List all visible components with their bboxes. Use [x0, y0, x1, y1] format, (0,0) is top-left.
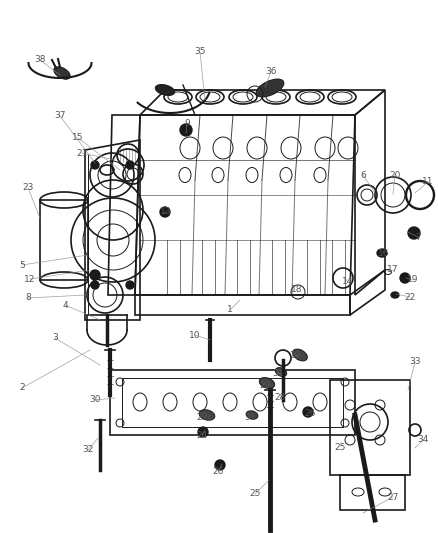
Text: 20: 20: [389, 171, 401, 180]
Text: 21: 21: [76, 149, 88, 157]
Text: 38: 38: [34, 55, 46, 64]
Text: 22: 22: [404, 293, 416, 302]
Text: 10: 10: [189, 330, 201, 340]
Ellipse shape: [391, 292, 399, 298]
Text: 30: 30: [89, 395, 101, 405]
Text: 25: 25: [334, 443, 346, 453]
Circle shape: [126, 161, 134, 169]
Circle shape: [400, 273, 410, 283]
Text: 26: 26: [212, 467, 224, 477]
Circle shape: [160, 207, 170, 217]
Text: 29c: 29c: [197, 414, 213, 423]
Text: 11: 11: [422, 177, 434, 187]
Circle shape: [90, 270, 100, 280]
Text: 31: 31: [244, 414, 256, 423]
Circle shape: [303, 407, 313, 417]
Text: 12: 12: [25, 274, 35, 284]
Text: 2: 2: [19, 384, 25, 392]
Ellipse shape: [259, 377, 275, 389]
Text: 1: 1: [227, 305, 233, 314]
Circle shape: [91, 161, 99, 169]
Text: 3: 3: [52, 334, 58, 343]
Text: 35: 35: [194, 47, 206, 56]
Text: 17: 17: [387, 265, 399, 274]
Text: 19: 19: [407, 276, 419, 285]
Circle shape: [91, 281, 99, 289]
Bar: [40, 200, 88, 280]
Text: 8: 8: [25, 294, 31, 303]
Text: 32: 32: [82, 446, 94, 455]
Text: 14: 14: [343, 278, 354, 287]
Text: 28: 28: [274, 393, 286, 402]
Circle shape: [180, 124, 192, 136]
Text: 34: 34: [417, 435, 429, 445]
Text: 31: 31: [272, 368, 284, 377]
Text: 6: 6: [360, 171, 366, 180]
Text: 25: 25: [249, 489, 261, 498]
Text: 9: 9: [184, 118, 190, 127]
Text: 29: 29: [290, 351, 301, 359]
Ellipse shape: [54, 67, 70, 79]
Text: 24: 24: [196, 431, 208, 440]
Ellipse shape: [377, 249, 387, 257]
Text: 26: 26: [304, 408, 316, 417]
Text: 15: 15: [72, 133, 84, 142]
Text: 18: 18: [291, 286, 303, 295]
Text: 5: 5: [19, 261, 25, 270]
Text: 27: 27: [387, 492, 399, 502]
Text: 33: 33: [409, 358, 421, 367]
Circle shape: [198, 427, 208, 437]
Ellipse shape: [246, 411, 258, 419]
Circle shape: [126, 281, 134, 289]
Ellipse shape: [155, 85, 175, 95]
Text: 36: 36: [265, 68, 277, 77]
Text: 13: 13: [160, 207, 172, 216]
Text: 23: 23: [22, 183, 34, 192]
Circle shape: [215, 460, 225, 470]
Text: 16: 16: [378, 248, 390, 257]
Ellipse shape: [293, 349, 307, 361]
Text: 29: 29: [259, 381, 271, 390]
Text: 37: 37: [54, 111, 66, 120]
Text: 4: 4: [62, 301, 68, 310]
Ellipse shape: [199, 410, 215, 420]
Ellipse shape: [256, 79, 284, 97]
Circle shape: [408, 227, 420, 239]
Text: 7: 7: [415, 232, 421, 241]
Ellipse shape: [276, 368, 287, 376]
